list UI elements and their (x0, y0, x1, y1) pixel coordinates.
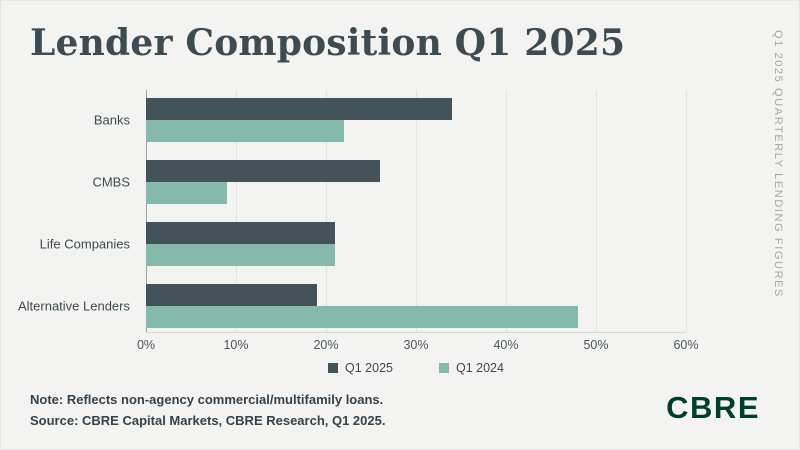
legend-label: Q1 2024 (456, 361, 504, 375)
bar-group-alternative-lenders (146, 284, 686, 328)
cbre-logo: CBRE (666, 390, 760, 425)
legend-swatch-icon (328, 363, 339, 373)
gridline-50 (596, 90, 597, 332)
legend-swatch-icon (439, 363, 449, 373)
bar-q1-2025-banks (146, 98, 452, 120)
bar-group-cmbs (146, 160, 686, 204)
bar-q1-2025-life-companies (146, 222, 335, 244)
x-tick-label-30: 30% (403, 338, 429, 352)
gridline-30 (416, 90, 417, 332)
gridline-10 (236, 90, 237, 332)
gridline-60 (686, 90, 687, 332)
category-label-banks: Banks (93, 112, 130, 128)
x-tick-label-10: 10% (223, 338, 249, 352)
x-tick-label-50: 50% (583, 338, 609, 352)
chart-legend: Q1 2025 Q1 2024 (146, 361, 686, 375)
bar-q1-2024-life-companies (146, 244, 335, 266)
bar-q1-2025-cmbs (146, 160, 380, 182)
x-tick-label-0: 0% (136, 338, 156, 352)
bar-q1-2024-alternative-lenders (146, 306, 578, 328)
gridline-20 (326, 90, 327, 332)
gridline-40 (506, 90, 507, 332)
note-text: Note: Reflects non-agency commercial/mul… (30, 392, 384, 407)
bar-q1-2024-banks (146, 120, 344, 142)
source-text: Source: CBRE Capital Markets, CBRE Resea… (30, 412, 386, 428)
plot-area (146, 90, 687, 333)
vertical-sidebar-label: Q1 2025 QUARTERLY LENDING FIGURES (772, 30, 784, 298)
category-labels: Banks CMBS Life Companies Alternative Lende… (0, 90, 138, 332)
x-axis: 0% 10% 20% 30% 40% 50% 60% (137, 338, 699, 354)
bar-group-life-companies (146, 222, 686, 266)
category-label-cmbs: CMBS (92, 174, 130, 190)
bar-q1-2024-cmbs (146, 182, 227, 204)
category-label-alternative-lenders: Alternative Lenders (17, 298, 130, 314)
x-tick-label-60: 60% (673, 338, 699, 352)
bar-q1-2025-alternative-lenders (146, 284, 317, 306)
legend-item-q1-2025: Q1 2025 (328, 361, 393, 375)
gridline-0 (146, 90, 147, 332)
x-tick-label-40: 40% (493, 338, 519, 352)
footnote: Note: Reflects non-agency commercial/mul… (30, 390, 385, 432)
category-label-life-companies: Life Companies (39, 236, 130, 252)
bar-group-banks (146, 98, 686, 142)
page-title: Lender Composition Q1 2025 (30, 22, 626, 64)
x-tick-label-20: 20% (313, 338, 339, 352)
legend-label: Q1 2025 (345, 361, 393, 375)
legend-item-q1-2024: Q1 2024 (439, 361, 504, 375)
